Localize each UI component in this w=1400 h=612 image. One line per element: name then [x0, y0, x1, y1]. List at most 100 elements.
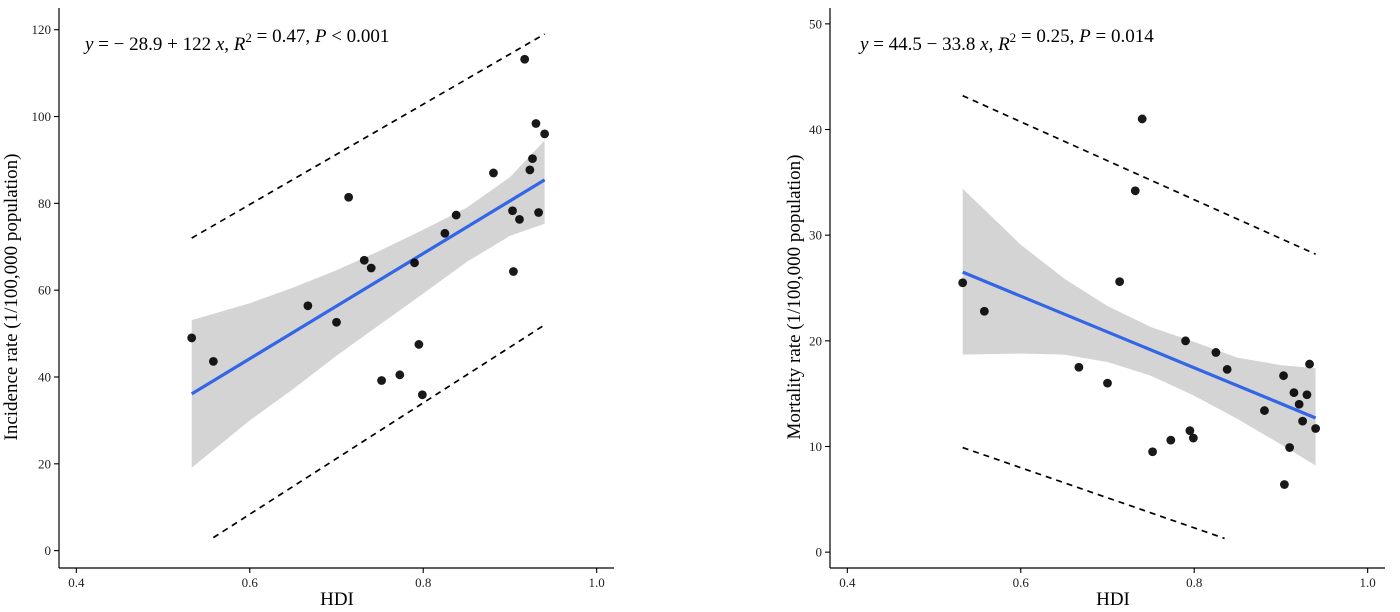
confidence-band [962, 188, 1316, 466]
data-point [1289, 388, 1299, 398]
confidence-band [191, 140, 545, 468]
data-point [1188, 433, 1198, 443]
incidence-panel: 0 20 40 60 80 100 120 0.4 0.6 0.8 1.0 HDI Incidence … [1, 8, 614, 610]
data-point [1166, 435, 1176, 445]
data-point [1137, 114, 1147, 124]
y-tick-label: 80 [38, 196, 51, 211]
x-axis-title: HDI [320, 589, 354, 610]
data-point [534, 208, 543, 217]
data-point [1279, 371, 1288, 381]
y-tick-label: 40 [38, 369, 51, 384]
equation-part: = − 28.9 + 122 [93, 34, 215, 55]
y-tick-label: 30 [809, 228, 822, 243]
equation-part: x [979, 34, 989, 55]
data-point [451, 210, 461, 220]
data-point [366, 263, 376, 273]
y-tick-label: 20 [38, 456, 51, 471]
prediction-upper-line [191, 33, 546, 239]
data-point [979, 306, 989, 316]
equation-part: 2 [245, 30, 252, 45]
data-point [520, 54, 530, 64]
data-point [1280, 480, 1289, 489]
y-tick-label: 10 [809, 439, 822, 454]
data-point [1074, 362, 1084, 372]
equation-part: y [858, 34, 869, 55]
data-point [1294, 399, 1304, 409]
equation-part: R [997, 34, 1010, 55]
x-tick-label: 0.8 [415, 575, 431, 590]
equation-part: = 0.25, [1016, 26, 1079, 47]
data-point [1302, 390, 1312, 400]
data-point [377, 376, 386, 385]
y-tick-label: 120 [32, 22, 52, 37]
regression-line [962, 270, 1317, 420]
data-point [508, 206, 517, 216]
prediction-upper-line [962, 94, 1316, 255]
data-point [540, 129, 550, 139]
regression-equation: y = 44.5 − 33.8 x, R2 = 0.25, P = 0.014 [858, 26, 1154, 55]
data-point [1305, 359, 1314, 369]
data-point [1103, 378, 1112, 388]
y-tick-label: 60 [38, 283, 51, 298]
x-tick-label: 1.0 [1360, 575, 1376, 590]
data-point [958, 278, 968, 288]
data-point [1211, 348, 1221, 357]
equation-part: P [314, 26, 327, 47]
equation-part: y [83, 34, 94, 55]
y-tick-label: 0 [816, 545, 823, 560]
equation-part: P [1078, 26, 1091, 47]
data-point [531, 119, 541, 128]
equation-part: = 44.5 − 33.8 [868, 34, 980, 55]
data-point [515, 215, 524, 224]
data-point [525, 165, 535, 175]
data-point [303, 301, 313, 311]
equation-part: x [215, 34, 225, 55]
y-tick-label: 0 [45, 543, 52, 558]
data-point [1222, 364, 1232, 374]
data-point [1311, 424, 1321, 433]
regression-line [190, 178, 546, 396]
data-point [489, 168, 498, 178]
data-point [528, 154, 537, 164]
data-point [1115, 277, 1125, 287]
data-point [187, 333, 197, 343]
data-point [410, 258, 419, 268]
data-point [1148, 447, 1157, 457]
data-point [417, 390, 427, 400]
data-point [1130, 186, 1140, 196]
data-point [440, 228, 450, 238]
y-axis-title: Incidence rate (1/100,000 population) [1, 153, 22, 440]
x-axis-title: HDI [1096, 589, 1130, 610]
data-point [1181, 336, 1190, 346]
x-tick-label: 0.4 [68, 575, 85, 590]
data-point [414, 340, 424, 349]
data-point [359, 255, 369, 265]
equation-part: < 0.001 [326, 26, 389, 47]
x-tick-label: 0.6 [242, 575, 259, 590]
data-point [208, 356, 218, 366]
y-axis-title: Mortality rate (1/100,000 population) [784, 155, 805, 440]
x-tick-label: 0.8 [1186, 575, 1202, 590]
equation-part: R [233, 34, 246, 55]
x-tick-label: 1.0 [589, 575, 605, 590]
data-point [1260, 406, 1269, 415]
data-point [509, 267, 518, 276]
y-tick-label: 50 [809, 16, 822, 31]
equation-part: , [989, 34, 999, 55]
y-tick-label: 100 [32, 109, 52, 124]
regression-equation: y = − 28.9 + 122 x, R2 = 0.47, P < 0.001 [83, 26, 389, 55]
x-tick-label: 0.4 [839, 575, 856, 590]
data-point [395, 370, 405, 380]
equation-part: , [224, 34, 234, 55]
prediction-lower-line [962, 446, 1225, 540]
data-point [1185, 426, 1195, 436]
data-point [344, 192, 354, 202]
data-point [1285, 443, 1295, 452]
equation-part: = 0.014 [1091, 26, 1154, 47]
mortality-panel: 0 10 20 30 40 50 0.4 0.6 0.8 1.0 HDI Mortality rate… [784, 8, 1385, 610]
y-tick-label: 40 [809, 122, 822, 137]
equation-part: = 0.47, [252, 26, 315, 47]
data-point [1298, 416, 1308, 426]
x-tick-label: 0.6 [1013, 575, 1030, 590]
